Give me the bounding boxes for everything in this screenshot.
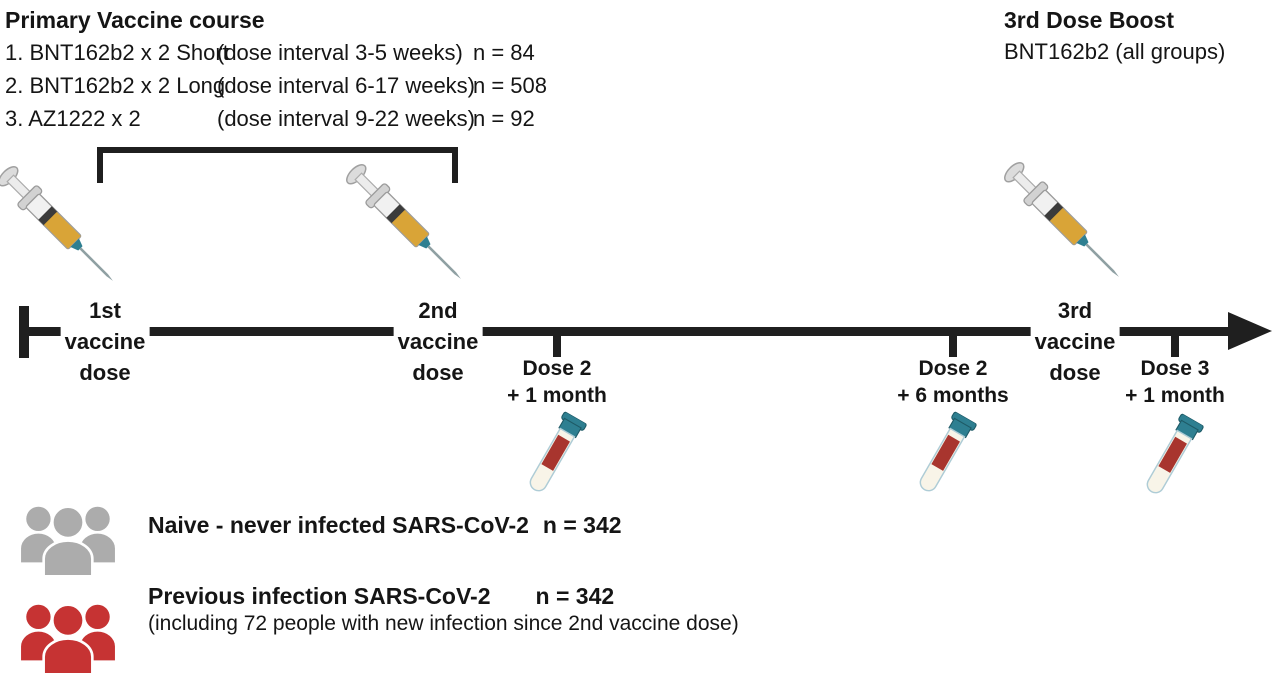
sample-line1: Dose 3 (1140, 357, 1210, 380)
blood-tube-icon (912, 410, 978, 497)
blood-tube-icon (522, 410, 588, 497)
sample-label-dose2-1month: Dose 2 + 1 month (507, 355, 607, 409)
sample-tick (949, 336, 957, 357)
sample-line1: Dose 2 (918, 357, 988, 380)
sample-label-dose3-1month: Dose 3 + 1 month (1125, 355, 1225, 409)
sample-line1: Dose 2 (522, 357, 592, 380)
previous-note: (including 72 people with new infection … (148, 612, 739, 635)
legend-previous-row: Previous infection SARS-CoV-2 n = 342 (148, 583, 614, 610)
sample-tick (1171, 336, 1179, 357)
blood-tube-icon (1139, 412, 1205, 499)
dose-word-dose: dose (1049, 360, 1101, 385)
dose-interval-bracket (97, 147, 458, 183)
course-interval: (dose interval 6-17 weeks) (217, 73, 476, 98)
legend-naive-row: Naive - never infected SARS-CoV-2 n = 34… (148, 512, 622, 539)
course-n: n = 508 (473, 73, 548, 98)
dose-label-1st: 1st vaccine dose (60, 295, 150, 388)
sample-line2: + 1 month (507, 384, 607, 407)
arrowhead-icon (1228, 312, 1272, 350)
sample-line2: + 1 month (1125, 384, 1225, 407)
course-name: 2. BNT162b2 x 2 Long (5, 73, 226, 98)
people-group-icon-red (19, 603, 117, 676)
previous-label: Previous infection SARS-CoV-2 (148, 583, 491, 609)
dose-label-2nd: 2nd vaccine dose (393, 295, 483, 388)
sample-line2: + 6 months (897, 384, 1009, 407)
sample-label-dose2-6months: Dose 2 + 6 months (897, 355, 1008, 409)
people-group-icon-gray (19, 505, 117, 578)
dose-word-dose: dose (412, 360, 464, 385)
syringe-icon (999, 157, 1130, 288)
primary-course-block: Primary Vaccine course 1. BNT162b2 x 2 S… (5, 4, 547, 135)
boost-title: 3rd Dose Boost (1004, 7, 1174, 33)
course-n: n = 84 (473, 40, 535, 65)
course-item: 1. BNT162b2 x 2 Short (dose interval 3-5… (5, 36, 547, 69)
course-interval: (dose interval 9-22 weeks) (217, 106, 476, 131)
naive-n: n = 342 (542, 512, 622, 538)
dose-ordinal: 3rd (1057, 298, 1093, 323)
course-item: 2. BNT162b2 x 2 Long (dose interval 6-17… (5, 69, 547, 102)
dose-word-vaccine: vaccine (1030, 326, 1120, 357)
dose-word-dose: dose (79, 360, 131, 385)
timeline-axis (22, 327, 1236, 336)
boost-block: 3rd Dose Boost BNT162b2 (all groups) (1004, 4, 1225, 67)
course-name: 1. BNT162b2 x 2 Short (5, 40, 229, 65)
dose-word-vaccine: vaccine (60, 326, 150, 357)
course-item: 3. AZ1222 x 2 (dose interval 9-22 weeks)… (5, 102, 547, 135)
dose-ordinal: 2nd (418, 298, 458, 323)
primary-course-title: Primary Vaccine course (5, 7, 265, 33)
naive-label: Naive - never infected SARS-CoV-2 (148, 512, 529, 538)
dose-ordinal: 1st (89, 298, 121, 323)
dose-label-3rd: 3rd vaccine dose (1030, 295, 1120, 388)
boost-subtitle: BNT162b2 (all groups) (1004, 39, 1226, 64)
dose-word-vaccine: vaccine (393, 326, 483, 357)
course-name: 3. AZ1222 x 2 (5, 106, 141, 131)
sample-tick (553, 336, 561, 357)
course-interval: (dose interval 3-5 weeks) (217, 40, 463, 65)
previous-n: n = 342 (535, 583, 615, 609)
course-n: n = 92 (473, 106, 535, 131)
